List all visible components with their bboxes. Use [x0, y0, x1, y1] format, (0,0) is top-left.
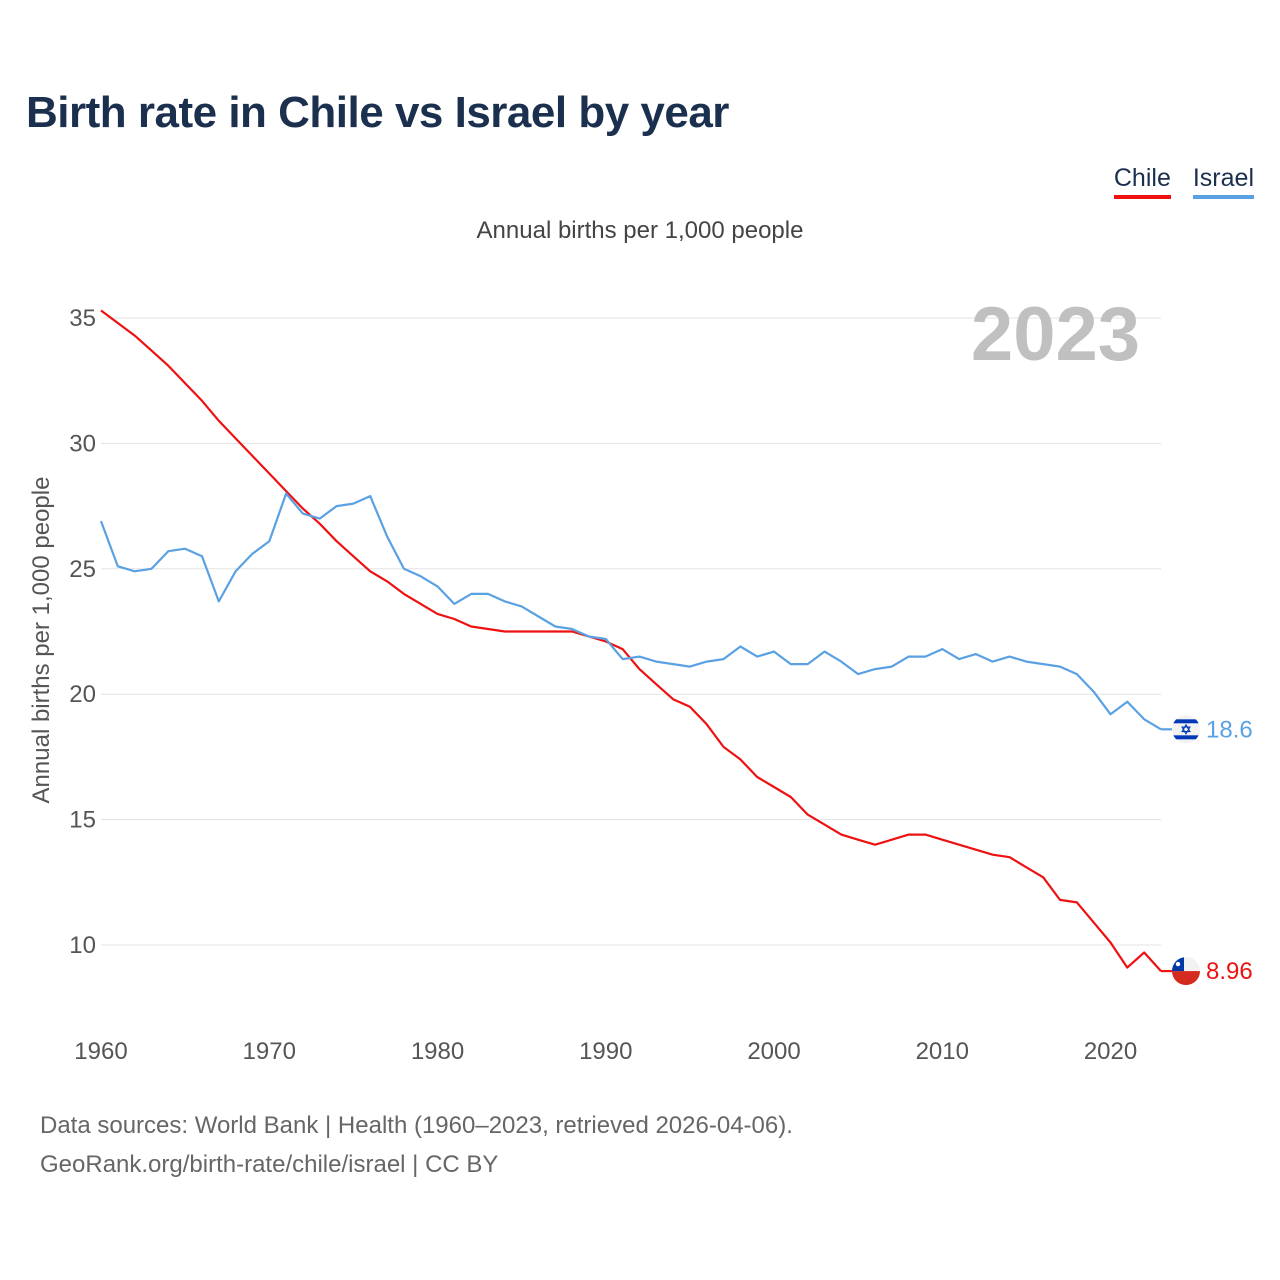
- series-group: [99, 309, 1162, 972]
- y-axis-ticks: 10 15 20 25 30 35: [69, 305, 96, 959]
- series-line-israel: [99, 492, 1162, 731]
- chart-subtitle: Annual births per 1,000 people: [476, 217, 804, 244]
- footer-attribution: GeoRank.org/birth-rate/chile/israel | CC…: [40, 1151, 499, 1178]
- y-tick-label: 10: [69, 932, 96, 959]
- chart-title: Birth rate in Chile vs Israel by year: [26, 88, 729, 137]
- x-tick-label: 2000: [747, 1038, 800, 1065]
- legend-item-israel[interactable]: Israel: [1192, 164, 1254, 199]
- chile-flag-icon: [1172, 957, 1200, 986]
- x-tick-label: 1990: [579, 1038, 632, 1065]
- legend-item-chile[interactable]: Chile: [1113, 164, 1171, 199]
- end-value-label-israel: 18.6: [1206, 716, 1253, 743]
- x-tick-label: 2020: [1084, 1038, 1137, 1065]
- footer-source: Data sources: World Bank | Health (1960–…: [40, 1112, 793, 1139]
- series-line-chile: [100, 309, 1162, 972]
- x-axis-ticks: 1960 1970 1980 1990 2000 2010 2020: [74, 1038, 1137, 1065]
- legend: Chile Israel: [1113, 164, 1254, 199]
- footer: Data sources: World Bank | Health (1960–…: [40, 1106, 793, 1184]
- year-watermark: 2023: [971, 292, 1140, 377]
- y-tick-label: 35: [69, 305, 96, 332]
- y-tick-label: 15: [69, 807, 96, 834]
- end-markers: 8.96 18.6: [1161, 715, 1253, 986]
- x-tick-label: 1960: [74, 1038, 127, 1065]
- y-tick-label: 25: [69, 556, 96, 583]
- grid-lines: [101, 317, 1161, 946]
- end-value-label-chile: 8.96: [1206, 958, 1253, 985]
- x-tick-label: 1980: [411, 1038, 464, 1065]
- y-tick-label: 30: [69, 430, 96, 457]
- x-tick-label: 1970: [243, 1038, 296, 1065]
- israel-flag-icon: [1172, 715, 1200, 744]
- x-tick-label: 2010: [916, 1038, 969, 1065]
- y-tick-label: 20: [69, 681, 96, 708]
